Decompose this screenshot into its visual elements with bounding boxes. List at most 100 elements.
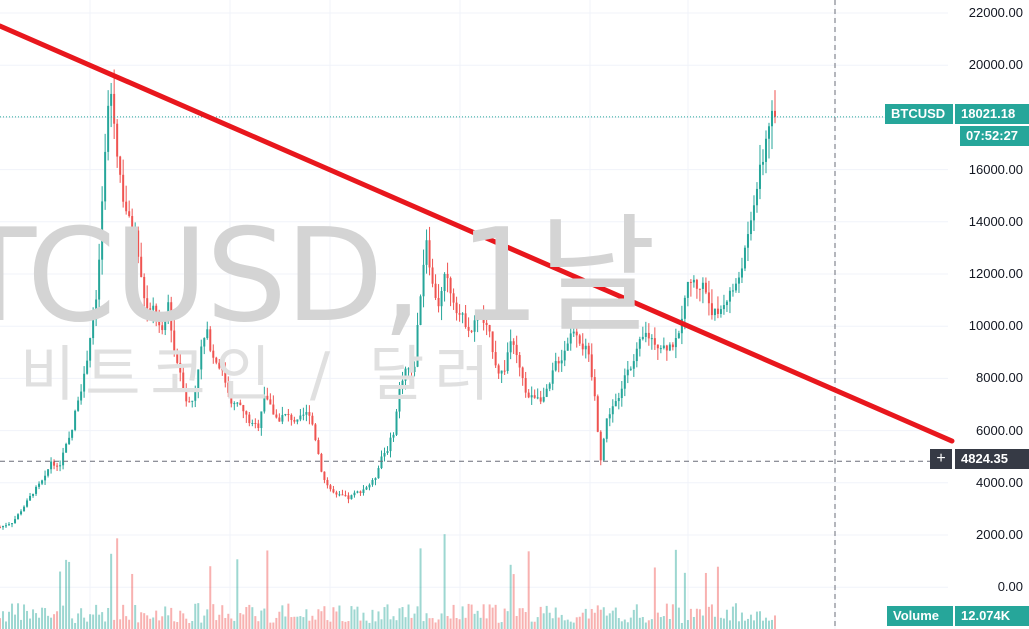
- crosshair-add-button[interactable]: +: [930, 449, 952, 469]
- volume-bar: [602, 607, 605, 629]
- volume-bar: [263, 608, 266, 629]
- candle-body: [158, 313, 161, 326]
- candle-body: [515, 344, 518, 356]
- candle-body: [722, 305, 725, 310]
- volume-bar: [176, 621, 179, 629]
- volume-bar: [548, 612, 551, 629]
- candle-body: [242, 405, 245, 412]
- volume-bar: [638, 617, 641, 629]
- volume-bar: [236, 559, 239, 629]
- volume-bar: [740, 612, 743, 629]
- volume-bar: [674, 549, 677, 629]
- candle-body: [125, 201, 128, 212]
- volume-bar: [185, 618, 188, 629]
- candle-body: [419, 296, 422, 325]
- volume-bar: [641, 616, 644, 629]
- volume-bar: [209, 566, 212, 629]
- volume-bar: [152, 617, 155, 629]
- candle-body: [446, 273, 449, 279]
- candle-body: [752, 205, 755, 221]
- candle-body: [182, 372, 185, 389]
- candle-body: [8, 524, 11, 526]
- volume-bar: [119, 619, 122, 629]
- candle-body: [578, 335, 581, 344]
- candle-body: [281, 415, 284, 422]
- volume-bar: [587, 618, 590, 629]
- candle-body: [305, 412, 308, 415]
- volume-bar: [734, 603, 737, 629]
- candle-body: [14, 519, 17, 524]
- volume-bar: [338, 605, 341, 629]
- volume-bar: [440, 613, 443, 629]
- volume-bar: [518, 608, 521, 629]
- candle-body: [359, 491, 362, 494]
- candle-body: [512, 341, 515, 345]
- candle-body: [302, 414, 305, 416]
- volume-bar: [584, 608, 587, 629]
- candle-body: [767, 126, 770, 139]
- volume-value-tag: 12.074K: [955, 606, 1029, 626]
- candle-body: [758, 164, 761, 189]
- candle-body: [533, 395, 536, 398]
- volume-bar: [140, 612, 143, 629]
- volume-bar: [392, 616, 395, 629]
- candle-body: [455, 302, 458, 314]
- volume-bar: [170, 607, 173, 629]
- volume-bar: [599, 609, 602, 629]
- candle-body: [110, 93, 113, 106]
- volume-bar: [320, 611, 323, 629]
- price-axis-tick: 10000.00: [968, 318, 1023, 334]
- candle-body: [608, 414, 611, 419]
- volume-bar: [752, 620, 755, 629]
- candle-body: [35, 486, 38, 494]
- candle-body: [530, 395, 533, 398]
- volume-bar: [683, 572, 686, 629]
- candle-body: [215, 357, 218, 363]
- candle-body: [146, 298, 149, 309]
- candle-body: [107, 105, 110, 152]
- candle-body: [350, 495, 353, 500]
- candle-body: [665, 345, 668, 351]
- volume-bar: [434, 622, 437, 629]
- volume-bar: [74, 622, 77, 629]
- volume-bar: [20, 619, 23, 629]
- candle-body: [404, 368, 407, 381]
- volume-bar: [575, 617, 578, 629]
- volume-bar: [557, 617, 560, 629]
- candle-body: [152, 305, 155, 310]
- volume-bar: [92, 614, 95, 629]
- volume-bar: [83, 617, 86, 629]
- candle-body: [323, 471, 326, 480]
- candle-body: [656, 344, 659, 349]
- volume-bar: [689, 608, 692, 629]
- volume-bar: [743, 620, 746, 629]
- candle-body: [149, 308, 152, 310]
- volume-bar: [527, 551, 530, 629]
- candle-body: [668, 344, 671, 351]
- candle-body: [395, 411, 398, 435]
- candle-body: [383, 452, 386, 457]
- volume-bar: [563, 620, 566, 629]
- candle-body: [344, 495, 347, 497]
- candle-body: [542, 396, 545, 402]
- volume-bar: [257, 621, 260, 629]
- candle-body: [686, 281, 689, 298]
- candle-body: [491, 331, 494, 353]
- volume-bar: [296, 616, 299, 629]
- candle-body: [774, 110, 776, 117]
- volume-bars: [0, 534, 776, 629]
- candle-body: [26, 500, 29, 507]
- volume-bar: [218, 614, 221, 629]
- candle-body: [443, 273, 446, 292]
- candle-body: [650, 338, 653, 340]
- candle-body: [740, 268, 743, 278]
- volume-bar: [269, 622, 272, 629]
- volume-bar: [578, 616, 581, 629]
- trendline[interactable]: [0, 23, 955, 444]
- candle-body: [221, 368, 224, 371]
- volume-bar: [416, 606, 419, 629]
- candle-body: [548, 383, 551, 389]
- candle-body: [713, 308, 716, 316]
- volume-bar: [662, 616, 665, 629]
